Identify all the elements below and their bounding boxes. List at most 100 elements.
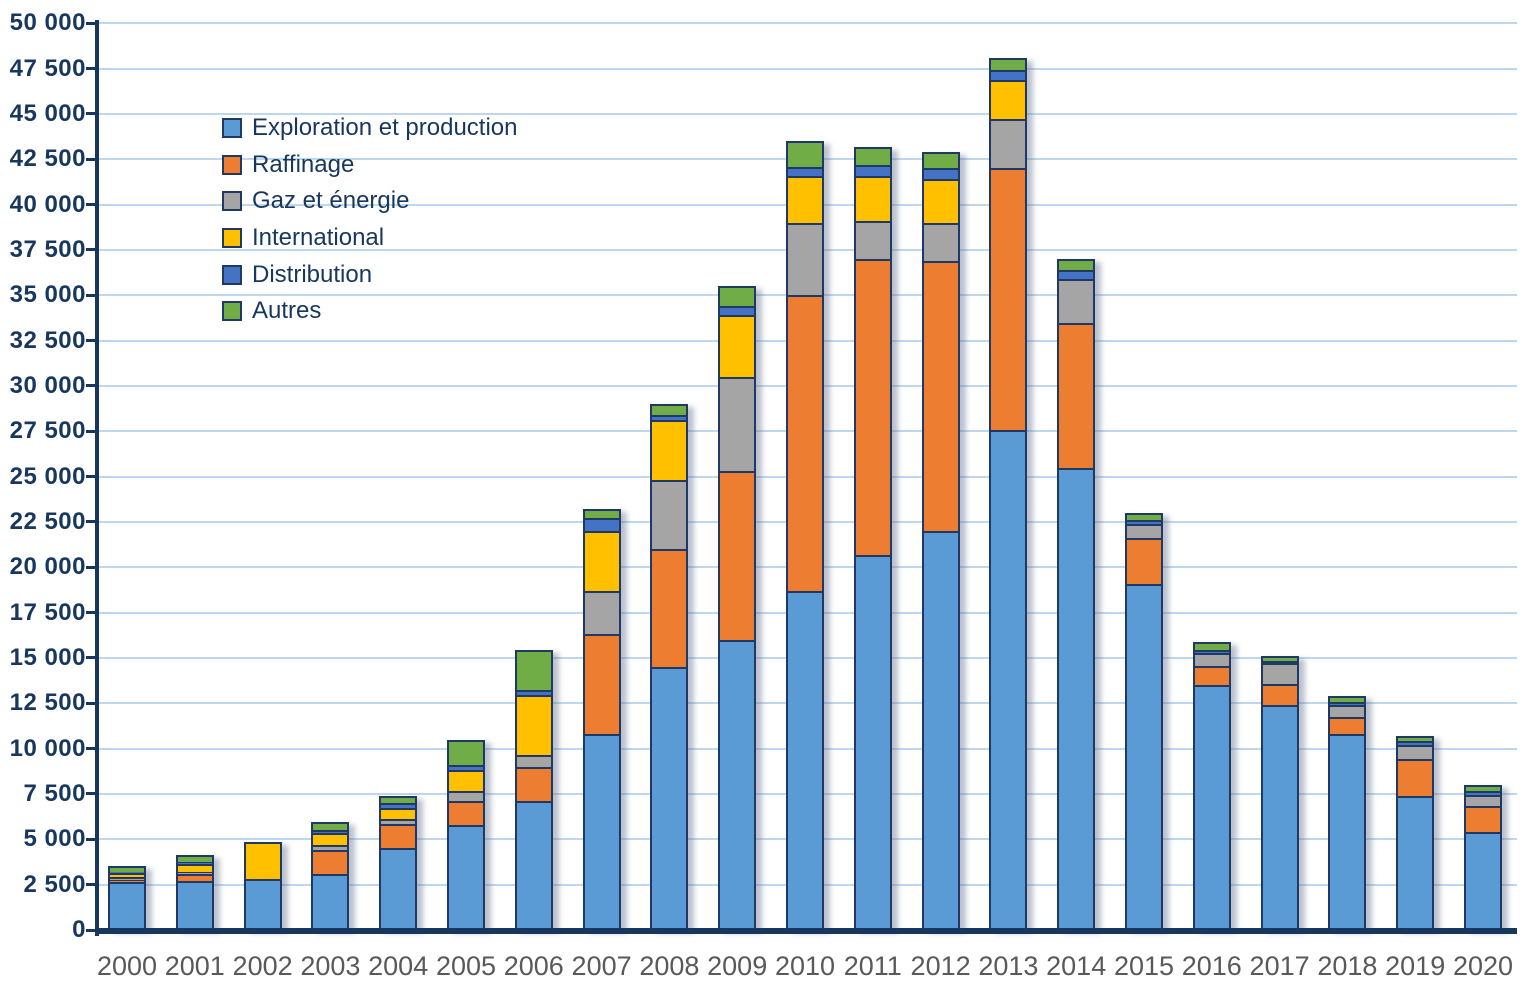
gaz-et-nergie-segment <box>311 844 350 851</box>
international-segment <box>108 872 146 878</box>
legend: Exploration et production Raffinage Gaz et… <box>222 110 518 330</box>
distribution-segment <box>1192 649 1231 654</box>
international-segment <box>175 863 214 872</box>
bar-2005 <box>447 739 485 930</box>
gaz-et-nergie-segment <box>1192 653 1231 667</box>
gridline <box>99 112 1517 115</box>
exploration-et-production-segment <box>1464 832 1502 930</box>
y-tick-label: 20 000 <box>9 553 86 581</box>
gaz-et-nergie-segment <box>989 119 1028 169</box>
raffinage-segment <box>1464 805 1502 833</box>
autres-segment <box>1396 735 1435 742</box>
legend-label: Exploration et production <box>252 114 518 142</box>
x-axis-label: 2017 <box>1249 951 1310 981</box>
x-axis-label: 2004 <box>368 951 429 981</box>
autres-segment <box>108 865 146 872</box>
y-tick-label: 30 000 <box>9 371 86 399</box>
bar-2011 <box>853 146 892 930</box>
distribution-segment <box>989 70 1028 80</box>
exploration-et-production-segment <box>1260 705 1299 930</box>
y-tick-label: 40 000 <box>9 190 86 218</box>
y-tick-label: 7 500 <box>23 779 86 807</box>
y-axis-tick <box>86 883 98 887</box>
gaz-et-nergie-segment <box>718 376 757 472</box>
exploration-et-production-segment <box>786 590 824 930</box>
legend-swatch-raffinage <box>222 154 242 175</box>
exploration-et-production-segment <box>582 734 621 930</box>
legend-label: Raffinage <box>252 150 355 178</box>
y-tick-label: 0 <box>72 916 86 943</box>
y-axis-tick <box>86 248 98 252</box>
exploration-et-production-segment <box>718 639 757 930</box>
raffinage-segment <box>379 823 418 849</box>
exploration-et-production-segment <box>311 873 350 930</box>
gaz-et-nergie-segment <box>514 755 553 767</box>
autres-segment <box>1260 656 1299 661</box>
international-segment <box>243 842 282 880</box>
autres-segment <box>853 146 892 165</box>
raffinage-segment <box>108 879 146 882</box>
bar-2000 <box>108 865 146 930</box>
legend-swatch-gaz-et-nergie <box>222 191 242 212</box>
x-axis-label: 2006 <box>503 951 564 981</box>
raffinage-segment <box>786 295 824 591</box>
legend-label: Distribution <box>252 260 373 288</box>
bar-2001 <box>175 854 214 930</box>
gaz-et-nergie-segment <box>447 791 485 802</box>
bar-2014 <box>1057 259 1096 930</box>
exploration-et-production-segment <box>1057 467 1096 930</box>
international-segment <box>582 531 621 591</box>
autres-segment <box>1057 259 1096 270</box>
international-segment <box>718 315 757 377</box>
legend-swatch-international <box>222 228 242 249</box>
y-axis-tick <box>86 837 98 841</box>
raffinage-segment <box>1328 716 1367 735</box>
gaz-et-nergie-segment <box>650 480 689 550</box>
legend-item: International <box>222 220 518 257</box>
bar-2010 <box>786 141 824 930</box>
gaz-et-nergie-segment <box>1396 745 1435 759</box>
raffinage-segment <box>853 259 892 555</box>
gaz-et-nergie-segment <box>1464 794 1502 806</box>
gridline <box>99 67 1517 70</box>
raffinage-segment <box>1192 666 1231 686</box>
distribution-segment <box>1057 269 1096 279</box>
legend-swatch-autres <box>222 301 242 322</box>
gaz-et-nergie-segment <box>1125 523 1163 539</box>
distribution-segment <box>514 689 553 696</box>
international-segment <box>447 770 485 792</box>
y-axis-tick <box>86 656 98 660</box>
legend-item: Distribution <box>222 256 518 293</box>
bar-2009 <box>718 286 757 930</box>
bar-2017 <box>1260 656 1299 930</box>
exploration-et-production-segment <box>447 824 485 930</box>
distribution-segment <box>1396 741 1435 746</box>
international-segment <box>311 832 350 845</box>
autres-segment <box>989 57 1028 71</box>
gaz-et-nergie-segment <box>175 871 214 874</box>
exploration-et-production-segment <box>108 881 146 930</box>
x-axis-label: 2020 <box>1452 951 1514 981</box>
bar-2012 <box>921 152 960 930</box>
y-tick-label: 47 500 <box>9 54 86 82</box>
raffinage-segment <box>311 850 350 874</box>
y-tick-label: 2 500 <box>23 870 86 898</box>
exploration-et-production-segment <box>175 881 214 930</box>
international-segment <box>853 175 892 221</box>
exploration-et-production-segment <box>989 429 1028 930</box>
autres-segment <box>379 795 418 804</box>
y-axis-tick <box>86 339 98 343</box>
distribution-segment <box>786 166 824 176</box>
x-axis-line <box>95 928 1517 934</box>
autres-segment <box>175 854 214 862</box>
distribution-segment <box>311 830 350 833</box>
raffinage-segment <box>582 634 621 735</box>
distribution-segment <box>379 803 418 808</box>
y-axis-tick <box>86 293 98 297</box>
distribution-segment <box>650 414 689 421</box>
raffinage-segment <box>514 766 553 802</box>
x-axis-label: 2012 <box>910 951 971 981</box>
international-segment <box>379 807 418 820</box>
x-axis-label: 2002 <box>232 951 293 981</box>
